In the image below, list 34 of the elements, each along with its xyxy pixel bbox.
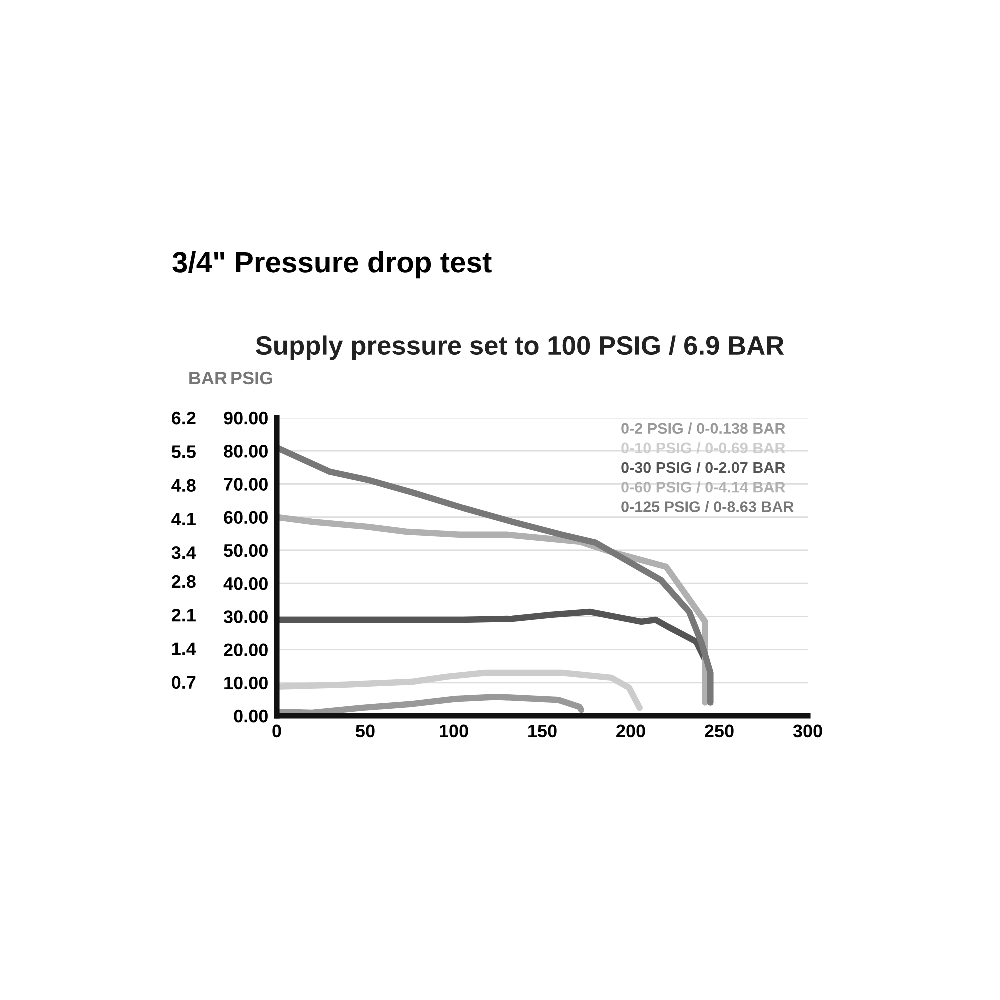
y2-tick-label: 2.1 [172, 609, 196, 622]
y2-tick-label: 4.1 [172, 513, 196, 526]
x-tick-label: 0 [272, 724, 282, 738]
y2-axis-title: BAR [190, 372, 228, 384]
y-axis-title: PSIG [232, 372, 272, 385]
text: 0-30 PSIG / 0-2.07 BAR [622, 462, 786, 474]
x-tick-label: 300 [793, 724, 822, 738]
y2-tick-label: 4.8 [172, 479, 196, 492]
y-tick-label: 30.00 [224, 610, 268, 624]
chart-title: 3/4" Pressure drop test [172, 251, 492, 279]
text: 0-60 PSIG / 0-4.14 BAR [622, 482, 786, 493]
text: 0-125 PSIG / 0-8.63 BAR [622, 501, 794, 513]
y-tick-label: 80.00 [224, 445, 268, 458]
x-tick-label: 100 [440, 724, 468, 738]
y-tick-label: 60.00 [224, 511, 268, 524]
x-tick-label: 50 [356, 724, 375, 738]
y-tick-label: 40.00 [224, 577, 268, 590]
y-tick-label: 0.00 [234, 710, 268, 723]
y-tick-label: 20.00 [224, 644, 268, 656]
x-tick-label: 200 [616, 724, 646, 738]
y2-tick-label: 3.4 [172, 546, 196, 560]
y2-tick-label: 0.7 [172, 676, 196, 690]
text: 0-2 PSIG / 0-0.138 BAR [622, 422, 786, 434]
y-tick-label: 50.00 [224, 544, 268, 558]
y2-tick-label: 2.8 [172, 575, 196, 588]
y2-tick-label: 5.5 [172, 446, 196, 458]
y-tick-label: 90.00 [224, 412, 268, 425]
x-tick-label: 250 [705, 724, 734, 738]
y2-tick-label: 6.2 [172, 412, 196, 425]
x-tick-label: 150 [528, 724, 557, 738]
y-tick-label: 70.00 [224, 478, 268, 491]
y2-tick-label: 1.4 [172, 642, 196, 656]
chart-subtitle: Supply pressure set to 100 PSIG / 6.9 BAR [256, 336, 784, 360]
y-tick-label: 10.00 [224, 676, 268, 690]
